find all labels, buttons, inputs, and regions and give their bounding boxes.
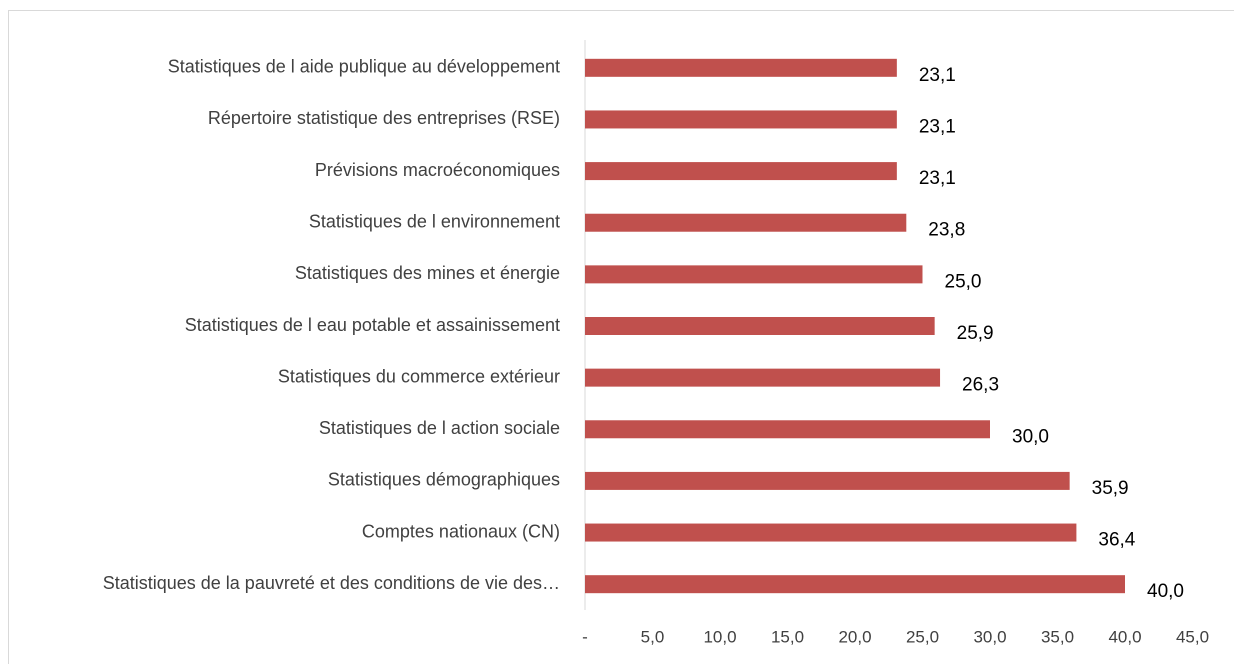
- bar: [585, 368, 941, 387]
- value-label: 25,0: [945, 271, 982, 292]
- value-label: 23,1: [919, 168, 956, 189]
- bar: [585, 575, 1125, 594]
- category-label: Comptes nationaux (CN): [362, 521, 560, 541]
- bar: [585, 317, 935, 335]
- bar: [585, 265, 923, 284]
- category-label: Statistiques des mines et énergie: [295, 263, 560, 283]
- value-label: 30,0: [1012, 426, 1049, 447]
- x-tick-label: -: [582, 627, 588, 646]
- bar: [585, 523, 1077, 542]
- chart-border: [8, 10, 1234, 664]
- bar: [585, 110, 897, 129]
- category-label: Statistiques de l eau potable et assaini…: [185, 315, 560, 335]
- x-tick-label: 30,0: [973, 627, 1006, 646]
- x-tick-label: 40,0: [1108, 627, 1141, 646]
- x-tick-label: 10,0: [703, 627, 736, 646]
- value-label: 23,8: [928, 220, 965, 241]
- category-label: Statistiques de l action sociale: [319, 418, 560, 438]
- x-tick-label: 35,0: [1041, 627, 1074, 646]
- value-label: 36,4: [1098, 530, 1135, 551]
- category-label: Statistiques démographiques: [328, 470, 560, 490]
- value-label: 23,1: [919, 65, 956, 86]
- category-label: Statistiques de l environnement: [309, 211, 560, 231]
- bar: [585, 58, 897, 77]
- category-label: Statistiques de la pauvreté et des condi…: [103, 573, 560, 593]
- category-label: Répertoire statistique des entreprises (…: [208, 108, 560, 128]
- bar: [585, 471, 1070, 490]
- value-label: 25,9: [957, 323, 994, 344]
- bar: [585, 213, 907, 232]
- bar: [585, 162, 897, 181]
- value-label: 26,3: [962, 375, 999, 396]
- value-label: 23,1: [919, 116, 956, 137]
- category-label: Prévisions macroéconomiques: [315, 160, 560, 180]
- value-label: 40,0: [1147, 581, 1184, 602]
- x-tick-label: 15,0: [771, 627, 804, 646]
- x-tick-label: 25,0: [906, 627, 939, 646]
- bar: [585, 420, 990, 439]
- x-tick-label: 5,0: [641, 627, 665, 646]
- category-label: Statistiques du commerce extérieur: [278, 366, 560, 386]
- x-tick-label: 45,0: [1176, 627, 1209, 646]
- value-label: 35,9: [1092, 478, 1129, 499]
- category-label: Statistiques de l aide publique au dével…: [168, 57, 560, 77]
- x-tick-label: 20,0: [838, 627, 871, 646]
